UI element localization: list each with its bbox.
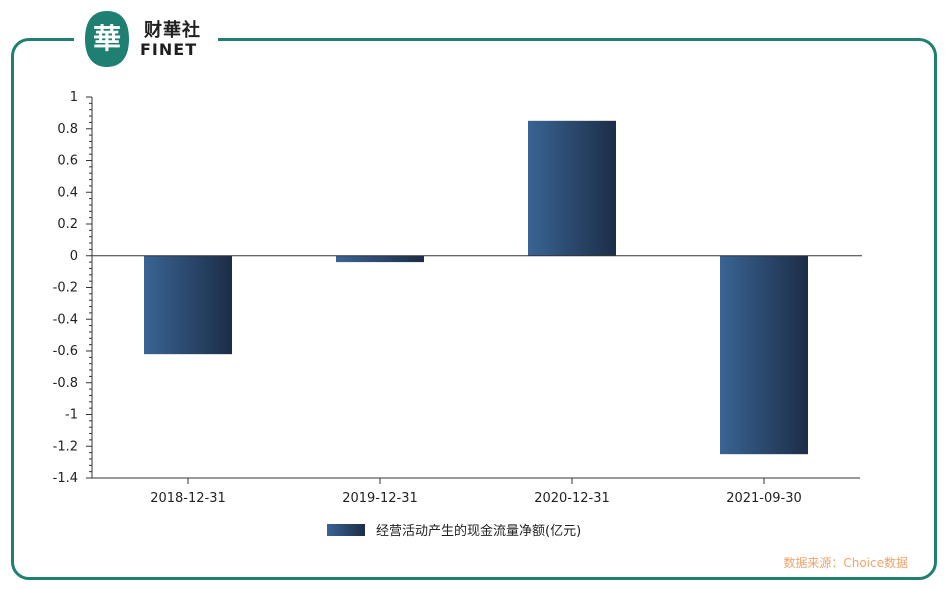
y-tick-label: -1.2 [53, 439, 78, 454]
y-tick-label: -0.4 [53, 312, 78, 327]
legend-label: 经营活动产生的现金流量净额(亿元) [376, 523, 581, 539]
y-tick-label: -1.4 [53, 471, 78, 486]
svg-text:華: 華 [93, 22, 121, 55]
x-tick-label: 2020-12-31 [534, 491, 610, 506]
y-tick-label: 0.6 [57, 154, 78, 169]
brand-name-cn: 财華社 [144, 20, 201, 41]
bar [336, 255, 424, 263]
x-tick-label: 2021-09-30 [726, 491, 802, 506]
x-axis: 2018-12-31 2019-12-31 2020-12-31 2021-09-30 [92, 255, 862, 506]
y-tick-label: -0.2 [53, 281, 78, 296]
brand-name-en: FINET [140, 40, 198, 59]
y-tick-label: -0.8 [53, 376, 78, 391]
bars [144, 120, 808, 455]
y-tick-label: 0.8 [57, 122, 78, 137]
y-tick-label: -1 [65, 408, 78, 423]
y-tick-label: 0 [70, 249, 78, 264]
bar [528, 120, 616, 256]
bar [144, 255, 232, 355]
y-tick-label: 1 [70, 90, 78, 105]
y-tick-label: 0.4 [57, 185, 78, 200]
x-tick-label: 2018-12-31 [150, 491, 226, 506]
finet-logo: 華 财華社 FINET [84, 10, 224, 68]
y-tick-label: -0.6 [53, 344, 78, 359]
x-tick-label: 2019-12-31 [342, 491, 418, 506]
bar [720, 255, 808, 455]
legend: 经营活动产生的现金流量净额(亿元) [327, 523, 581, 539]
y-axis: 1 0.8 0.6 0.4 0.2 0 -0.2 -0.4 -0.6 -0.8 -1 -1.2 -1.4 [53, 90, 93, 486]
legend-swatch [327, 524, 365, 536]
seal-icon: 華 [85, 11, 129, 67]
chart-frame [11, 38, 937, 580]
source-note: 数据来源：Choice数据 [783, 556, 908, 570]
y-tick-label: 0.2 [57, 217, 78, 232]
